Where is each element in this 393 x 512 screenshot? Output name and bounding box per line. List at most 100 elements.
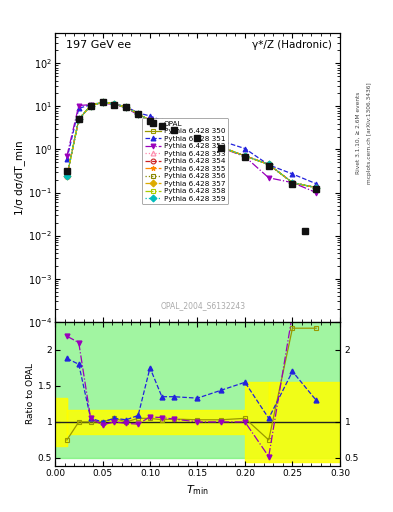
- Pythia 6.428 355: [112, 101, 117, 107]
- Pythia 6.428 357: [124, 104, 129, 111]
- Text: OPAL_2004_S6132243: OPAL_2004_S6132243: [161, 301, 246, 310]
- Pythia 6.428 358: [64, 173, 69, 179]
- Pythia 6.428 356: [242, 153, 247, 159]
- Pythia 6.428 359: [100, 99, 105, 105]
- Pythia 6.428 351: [148, 113, 152, 119]
- Line: Pythia 6.428 352: Pythia 6.428 352: [64, 100, 319, 195]
- Pythia 6.428 358: [160, 122, 164, 129]
- Pythia 6.428 352: [195, 135, 200, 141]
- Pythia 6.428 353: [88, 102, 93, 109]
- OPAL: [76, 116, 81, 122]
- Pythia 6.428 354: [148, 117, 152, 123]
- OPAL: [88, 102, 93, 109]
- Pythia 6.428 352: [112, 101, 117, 108]
- Y-axis label: 1/σ dσ/dT_min: 1/σ dσ/dT_min: [15, 140, 25, 215]
- Pythia 6.428 351: [171, 121, 176, 127]
- Pythia 6.428 353: [290, 180, 295, 186]
- Pythia 6.428 351: [76, 105, 81, 112]
- Pythia 6.428 356: [171, 126, 176, 132]
- Pythia 6.428 357: [100, 99, 105, 105]
- Pythia 6.428 350: [88, 102, 93, 109]
- Pythia 6.428 359: [314, 184, 319, 190]
- Pythia 6.428 352: [290, 180, 295, 186]
- Pythia 6.428 358: [219, 144, 224, 150]
- Pythia 6.428 350: [100, 99, 105, 105]
- Pythia 6.428 352: [266, 175, 271, 181]
- Pythia 6.428 353: [112, 101, 117, 107]
- OPAL: [100, 99, 105, 105]
- Text: 197 GeV ee: 197 GeV ee: [66, 40, 132, 51]
- Pythia 6.428 356: [314, 184, 319, 190]
- Pythia 6.428 353: [100, 99, 105, 105]
- Pythia 6.428 354: [171, 126, 176, 132]
- Pythia 6.428 352: [100, 100, 105, 106]
- Line: Pythia 6.428 355: Pythia 6.428 355: [64, 100, 319, 190]
- OPAL: [266, 163, 271, 169]
- Pythia 6.428 355: [88, 102, 93, 109]
- Pythia 6.428 351: [136, 110, 140, 116]
- OPAL: [124, 104, 129, 111]
- Pythia 6.428 353: [171, 126, 176, 132]
- OPAL: [195, 135, 200, 141]
- Pythia 6.428 359: [136, 111, 140, 117]
- Line: Pythia 6.428 350: Pythia 6.428 350: [64, 100, 319, 190]
- Pythia 6.428 357: [88, 102, 93, 109]
- Pythia 6.428 353: [242, 153, 247, 159]
- Line: OPAL: OPAL: [64, 99, 320, 193]
- Pythia 6.428 350: [314, 184, 319, 190]
- Pythia 6.428 357: [136, 111, 140, 117]
- Pythia 6.428 352: [136, 112, 140, 118]
- Pythia 6.428 358: [266, 161, 271, 167]
- Pythia 6.428 353: [136, 111, 140, 117]
- Pythia 6.428 351: [124, 104, 129, 110]
- Pythia 6.428 357: [219, 144, 224, 150]
- Pythia 6.428 352: [148, 117, 152, 123]
- Pythia 6.428 359: [195, 135, 200, 141]
- OPAL: [219, 144, 224, 151]
- Text: Rivet 3.1.10, ≥ 2.6M events: Rivet 3.1.10, ≥ 2.6M events: [356, 92, 361, 174]
- Pythia 6.428 355: [136, 111, 140, 117]
- Pythia 6.428 358: [242, 153, 247, 159]
- Pythia 6.428 356: [100, 99, 105, 105]
- Pythia 6.428 355: [76, 116, 81, 122]
- Pythia 6.428 350: [266, 161, 271, 167]
- Pythia 6.428 354: [219, 144, 224, 150]
- Line: Pythia 6.428 358: Pythia 6.428 358: [64, 100, 319, 190]
- Pythia 6.428 353: [64, 173, 69, 179]
- OPAL: [160, 123, 164, 129]
- Pythia 6.428 350: [148, 117, 152, 123]
- Pythia 6.428 356: [148, 117, 152, 123]
- Pythia 6.428 355: [100, 99, 105, 105]
- Pythia 6.428 354: [290, 180, 295, 186]
- Pythia 6.428 351: [314, 181, 319, 187]
- Pythia 6.428 355: [290, 180, 295, 186]
- Pythia 6.428 350: [64, 173, 69, 179]
- Pythia 6.428 356: [266, 161, 271, 167]
- Pythia 6.428 359: [112, 101, 117, 107]
- Pythia 6.428 359: [266, 161, 271, 167]
- Pythia 6.428 352: [76, 102, 81, 109]
- Pythia 6.428 356: [64, 173, 69, 179]
- Pythia 6.428 356: [88, 102, 93, 109]
- Pythia 6.428 358: [148, 117, 152, 123]
- Pythia 6.428 355: [242, 153, 247, 159]
- Pythia 6.428 355: [124, 104, 129, 111]
- Pythia 6.428 353: [124, 104, 129, 111]
- Pythia 6.428 351: [64, 156, 69, 162]
- Pythia 6.428 359: [160, 122, 164, 129]
- Pythia 6.428 359: [219, 144, 224, 150]
- Pythia 6.428 353: [148, 117, 152, 123]
- Pythia 6.428 358: [314, 184, 319, 190]
- Legend: OPAL, Pythia 6.428 350, Pythia 6.428 351, Pythia 6.428 352, Pythia 6.428 353, Py: OPAL, Pythia 6.428 350, Pythia 6.428 351…: [142, 118, 228, 204]
- Pythia 6.428 357: [160, 122, 164, 129]
- Pythia 6.428 352: [64, 153, 69, 159]
- Pythia 6.428 352: [242, 154, 247, 160]
- Pythia 6.428 357: [290, 180, 295, 186]
- Line: Pythia 6.428 359: Pythia 6.428 359: [64, 100, 319, 190]
- Pythia 6.428 358: [136, 111, 140, 117]
- Pythia 6.428 356: [76, 116, 81, 122]
- Pythia 6.428 354: [266, 161, 271, 167]
- Pythia 6.428 354: [88, 102, 93, 109]
- OPAL: [242, 154, 247, 160]
- Pythia 6.428 351: [266, 162, 271, 168]
